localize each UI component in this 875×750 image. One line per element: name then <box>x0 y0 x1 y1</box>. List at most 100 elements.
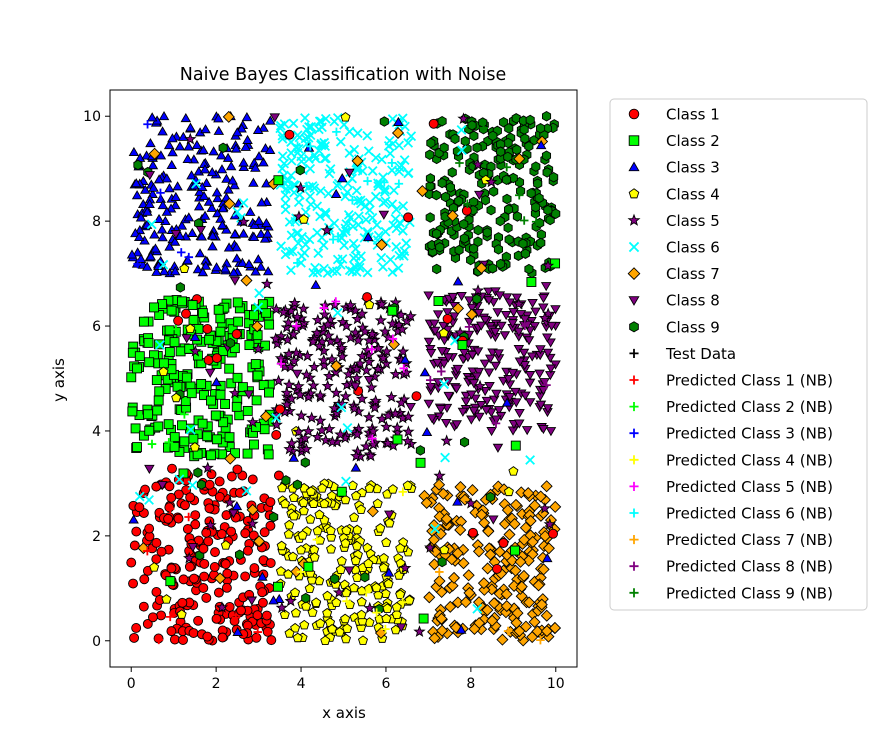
point-class-1 <box>190 519 201 530</box>
point-class-5 <box>330 386 343 399</box>
point-class-5 <box>342 367 355 380</box>
point-class-3 <box>245 206 256 216</box>
noise-point <box>485 175 498 188</box>
point-class-7 <box>447 571 461 584</box>
point-class-4 <box>287 551 298 562</box>
point-class-3 <box>135 253 147 263</box>
noise-point <box>455 624 467 634</box>
point-class-9 <box>440 191 451 203</box>
noise-point <box>375 238 388 251</box>
point-class-5 <box>272 374 285 387</box>
point-class-8 <box>507 319 518 329</box>
point-class-8 <box>466 390 477 400</box>
point-class-7 <box>509 498 522 511</box>
point-class-8 <box>545 338 556 348</box>
test-prediction-point <box>381 624 390 634</box>
point-class-8 <box>524 371 536 381</box>
point-class-5 <box>350 371 363 384</box>
test-prediction-point <box>368 434 377 443</box>
point-class-6 <box>363 146 374 157</box>
noise-point <box>243 390 255 400</box>
point-class-5 <box>322 369 336 382</box>
point-class-2 <box>149 302 159 313</box>
point-class-1 <box>189 573 199 584</box>
point-class-5 <box>292 379 305 392</box>
point-class-3 <box>221 224 232 234</box>
point-class-8 <box>535 400 547 410</box>
point-class-3 <box>213 125 225 135</box>
point-class-6 <box>319 137 330 148</box>
point-class-5 <box>381 436 394 449</box>
point-class-3 <box>212 208 223 218</box>
y-tick-label: 4 <box>92 424 101 440</box>
point-class-9 <box>425 180 435 192</box>
point-class-4 <box>356 504 367 514</box>
point-class-5 <box>307 379 320 391</box>
point-class-5 <box>401 434 414 447</box>
point-class-5 <box>317 353 330 366</box>
noise-point <box>191 178 202 189</box>
point-class-2 <box>232 372 243 383</box>
legend-label: Predicted Class 3 (NB) <box>666 425 833 443</box>
noise-point <box>332 586 346 598</box>
noise-point <box>134 502 145 513</box>
point-class-1 <box>142 618 153 629</box>
test-prediction-point <box>455 158 464 168</box>
point-class-3 <box>196 231 207 241</box>
point-class-1 <box>240 528 251 539</box>
point-class-9 <box>518 238 528 249</box>
point-class-9 <box>472 142 482 153</box>
point-class-1 <box>178 574 189 585</box>
point-class-6 <box>345 213 356 223</box>
point-class-2 <box>261 307 272 318</box>
point-class-3 <box>215 213 226 223</box>
point-class-3 <box>197 267 209 277</box>
legend-marker-7 <box>627 267 641 280</box>
point-class-1 <box>249 563 260 574</box>
point-class-6 <box>277 151 288 162</box>
point-class-1 <box>201 527 212 538</box>
point-class-8 <box>456 291 467 302</box>
point-class-1 <box>156 610 167 621</box>
point-class-3 <box>248 231 260 242</box>
point-class-1 <box>199 571 210 582</box>
noise-point <box>395 589 406 599</box>
legend-label: Predicted Class 6 (NB) <box>666 505 833 523</box>
point-class-8 <box>423 291 434 301</box>
noise-point <box>379 116 389 127</box>
point-class-6 <box>401 238 412 249</box>
point-class-4 <box>352 572 363 582</box>
point-class-4 <box>335 564 346 574</box>
point-class-7 <box>433 478 446 491</box>
noise-point <box>420 496 433 509</box>
point-class-6 <box>350 243 361 254</box>
point-class-4 <box>301 601 312 611</box>
test-prediction-point <box>520 321 530 331</box>
point-class-8 <box>466 303 478 313</box>
point-class-1 <box>190 510 201 521</box>
noise-point <box>416 185 429 198</box>
point-class-8 <box>494 291 506 301</box>
point-class-4 <box>304 583 315 593</box>
point-class-3 <box>157 232 168 242</box>
noise-point <box>456 125 467 135</box>
point-class-4 <box>297 530 308 540</box>
noise-point <box>366 505 379 518</box>
point-class-6 <box>362 226 373 237</box>
point-class-8 <box>527 299 538 309</box>
point-class-6 <box>299 247 310 258</box>
point-class-5 <box>348 402 361 414</box>
point-class-6 <box>307 181 318 191</box>
point-class-8 <box>479 315 491 326</box>
point-class-5 <box>295 409 308 422</box>
point-class-7 <box>486 614 499 627</box>
point-class-7 <box>532 579 545 592</box>
point-class-3 <box>150 243 161 253</box>
point-class-2 <box>143 409 153 420</box>
legend-marker-17 <box>629 535 639 545</box>
noise-point <box>492 443 504 453</box>
point-class-5 <box>314 414 327 427</box>
point-class-7 <box>428 632 441 645</box>
point-class-8 <box>438 359 450 369</box>
point-class-5 <box>280 386 293 399</box>
